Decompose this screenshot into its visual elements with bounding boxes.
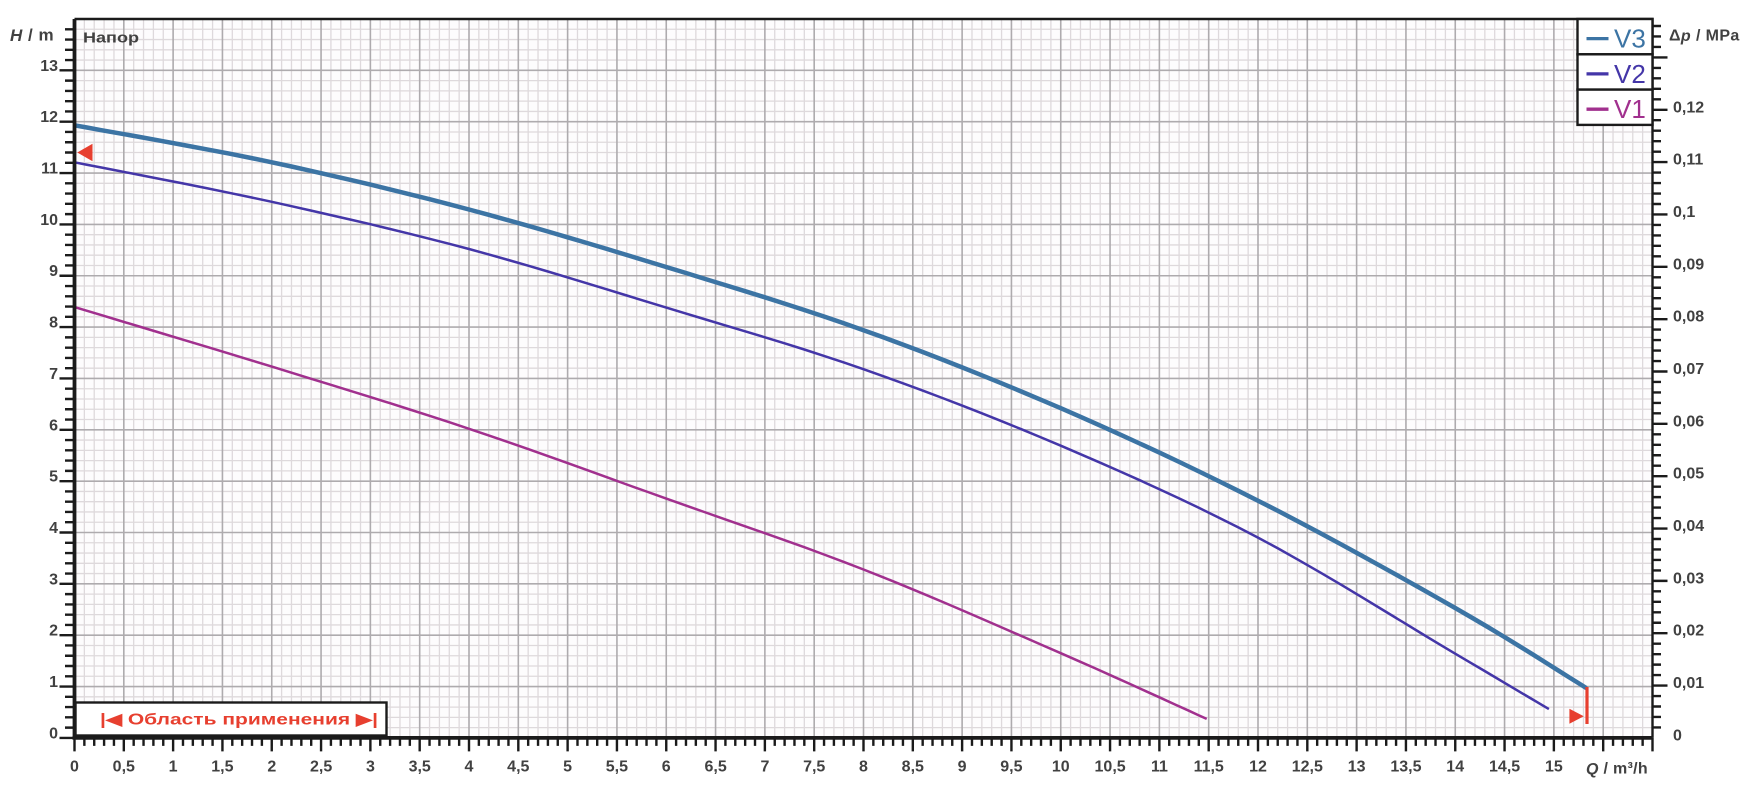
svg-text:Δp / MPa: Δp / MPa — [1669, 28, 1740, 45]
svg-text:0,01: 0,01 — [1673, 675, 1704, 692]
svg-text:0,5: 0,5 — [113, 759, 135, 776]
svg-text:Q / m³/h: Q / m³/h — [1586, 761, 1648, 778]
svg-text:2: 2 — [267, 759, 276, 776]
svg-text:0,02: 0,02 — [1673, 623, 1704, 640]
svg-text:14,5: 14,5 — [1489, 759, 1520, 776]
svg-text:V1: V1 — [1614, 94, 1646, 124]
svg-text:11: 11 — [41, 161, 58, 178]
svg-text:|◀ Область применения ▶|: |◀ Область применения ▶| — [100, 712, 378, 729]
svg-text:13: 13 — [40, 58, 58, 75]
svg-text:0,04: 0,04 — [1673, 518, 1704, 535]
svg-text:6: 6 — [49, 417, 58, 434]
svg-text:V2: V2 — [1614, 59, 1646, 89]
svg-text:1,5: 1,5 — [211, 759, 233, 776]
svg-text:3,5: 3,5 — [409, 759, 431, 776]
svg-text:0,08: 0,08 — [1673, 309, 1704, 326]
svg-text:3: 3 — [49, 571, 58, 588]
svg-text:8: 8 — [859, 759, 868, 776]
svg-text:5,5: 5,5 — [606, 759, 628, 776]
svg-text:10: 10 — [40, 212, 58, 229]
svg-text:0,12: 0,12 — [1673, 99, 1704, 116]
svg-text:V3: V3 — [1614, 24, 1646, 54]
svg-text:Напор: Напор — [83, 30, 139, 47]
svg-text:H / m: H / m — [10, 26, 54, 45]
svg-text:7,5: 7,5 — [803, 759, 825, 776]
svg-text:0,1: 0,1 — [1673, 204, 1695, 221]
svg-text:14: 14 — [1446, 759, 1464, 776]
svg-text:9,5: 9,5 — [1000, 759, 1022, 776]
svg-text:11,5: 11,5 — [1194, 759, 1224, 776]
svg-text:2: 2 — [49, 623, 58, 640]
svg-text:2,5: 2,5 — [310, 759, 332, 776]
svg-text:4: 4 — [465, 759, 474, 776]
svg-text:13: 13 — [1348, 759, 1366, 776]
svg-text:0: 0 — [70, 759, 79, 776]
svg-text:9: 9 — [49, 263, 58, 280]
svg-text:11: 11 — [1151, 759, 1168, 776]
svg-text:5: 5 — [49, 469, 58, 486]
svg-text:0,11: 0,11 — [1673, 152, 1703, 169]
svg-text:6,5: 6,5 — [704, 759, 726, 776]
svg-text:7: 7 — [760, 759, 769, 776]
svg-text:13,5: 13,5 — [1390, 759, 1421, 776]
svg-text:1: 1 — [169, 759, 178, 776]
svg-text:0,06: 0,06 — [1673, 413, 1704, 430]
svg-text:3: 3 — [366, 759, 375, 776]
svg-text:7: 7 — [49, 366, 58, 383]
svg-text:0,05: 0,05 — [1673, 466, 1704, 483]
svg-text:10: 10 — [1052, 759, 1070, 776]
svg-text:8,5: 8,5 — [902, 759, 924, 776]
svg-text:12: 12 — [40, 109, 58, 126]
svg-text:1: 1 — [49, 674, 58, 691]
svg-text:4,5: 4,5 — [507, 759, 529, 776]
svg-text:12: 12 — [1249, 759, 1267, 776]
svg-text:0,09: 0,09 — [1673, 256, 1704, 273]
svg-text:0,07: 0,07 — [1673, 361, 1704, 378]
svg-text:4: 4 — [49, 520, 58, 537]
svg-text:8: 8 — [49, 315, 58, 332]
svg-text:6: 6 — [662, 759, 671, 776]
svg-text:0: 0 — [49, 725, 58, 742]
svg-text:15: 15 — [1545, 759, 1563, 776]
svg-text:0,03: 0,03 — [1673, 570, 1704, 587]
svg-text:10,5: 10,5 — [1095, 759, 1126, 776]
svg-text:12,5: 12,5 — [1292, 759, 1323, 776]
svg-text:0: 0 — [1673, 727, 1682, 744]
svg-text:9: 9 — [958, 759, 967, 776]
svg-text:5: 5 — [563, 759, 572, 776]
